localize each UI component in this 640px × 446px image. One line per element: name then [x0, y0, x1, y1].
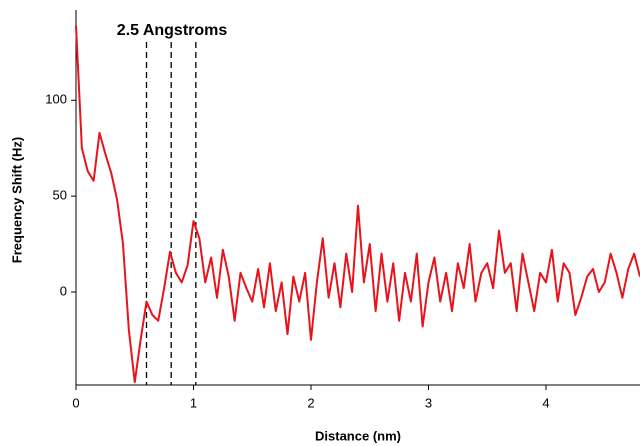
- x-tick-label: 1: [190, 395, 197, 410]
- y-tick-label: 50: [53, 188, 67, 203]
- annotation: 2.5 Angstroms: [117, 22, 228, 39]
- x-tick-label: 4: [542, 395, 549, 410]
- x-tick-label: 0: [72, 395, 79, 410]
- x-axis-title: Distance (nm): [315, 428, 401, 443]
- x-tick-label: 3: [425, 395, 432, 410]
- data-line: [75, 25, 640, 384]
- y-tick-label: 100: [45, 92, 67, 107]
- y-axis-title: Frequency Shift (Hz): [9, 137, 24, 263]
- y-tick-label: 0: [60, 283, 67, 298]
- x-tick-label: 2: [307, 395, 314, 410]
